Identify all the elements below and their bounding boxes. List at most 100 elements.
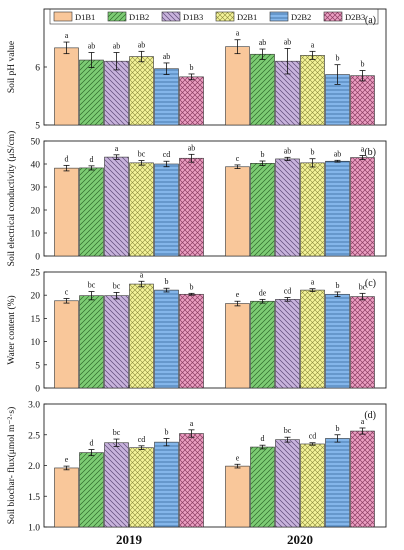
- significance-letter: a: [236, 29, 240, 38]
- y-tick-label: 2.0: [28, 462, 40, 472]
- legend-label: D1B3: [183, 12, 203, 22]
- y-tick-label: 20: [31, 207, 41, 217]
- bar-D2B1-2020: [300, 443, 325, 528]
- significance-letter: ab: [334, 149, 342, 158]
- legend-item-D2B3: D2B3: [323, 11, 365, 22]
- significance-letter: b: [165, 427, 169, 436]
- bar-D1B2-2019: [79, 167, 104, 257]
- bar-D2B1-2020: [300, 289, 325, 389]
- significance-letter: a: [115, 144, 119, 153]
- legend-item-D2B2: D2B2: [269, 11, 311, 22]
- y-axis-label: Water content (%): [6, 295, 17, 364]
- bar-D2B2-2019: [154, 441, 179, 528]
- significance-letter: cd: [138, 435, 146, 444]
- significance-letter: b: [165, 277, 169, 286]
- bar-D1B1-2020: [225, 46, 250, 126]
- bar-D1B2-2019: [79, 452, 104, 528]
- significance-letter: bc: [113, 281, 121, 290]
- panel-label: (d): [364, 410, 376, 421]
- bar-D2B3-2020: [350, 157, 375, 257]
- y-axis-label: Soil electrical conductivity (μS/cm): [6, 131, 17, 267]
- significance-letter: ab: [88, 42, 96, 51]
- y-tick-label: 50: [31, 138, 41, 148]
- significance-letter: ab: [188, 143, 196, 152]
- y-tick-label: 15: [31, 315, 41, 325]
- y-tick-label: 5: [35, 361, 40, 371]
- y-tick-label: 40: [31, 161, 41, 171]
- bar-D2B1-2020: [300, 162, 325, 257]
- panel-label: (a): [365, 15, 376, 26]
- bar-D2B2-2020: [325, 160, 350, 257]
- significance-letter: bc: [113, 428, 121, 437]
- legend-swatch: [161, 11, 181, 22]
- significance-letter: e: [236, 453, 240, 462]
- significance-letter: d: [261, 434, 265, 443]
- bar-D2B1-2019: [129, 162, 154, 257]
- y-tick-label: 20: [31, 292, 41, 302]
- significance-letter: e: [65, 455, 69, 464]
- bar-D2B2-2019: [154, 163, 179, 257]
- panel-b: 0 10 20 30 40 50 Soil electrical conductivity …: [6, 131, 387, 267]
- significance-letter: ab: [113, 42, 121, 51]
- bar-D1B3-2019: [104, 295, 129, 389]
- y-tick-label: 5: [35, 122, 40, 132]
- panel-label: (c): [365, 278, 376, 289]
- bar-D1B3-2019: [104, 156, 129, 257]
- significance-letter: de: [259, 288, 267, 297]
- significance-letter: cd: [163, 150, 171, 159]
- significance-letter: a: [311, 278, 315, 287]
- bar-D1B3-2020: [275, 299, 300, 389]
- plot-frame: [43, 271, 387, 389]
- y-tick-label: 10: [31, 230, 41, 240]
- legend-swatch: [107, 11, 127, 22]
- panel-d: 1.0 1.5 2.0 2.5 3.0 Soil biochar- flux(μmol m…: [6, 401, 387, 534]
- bar-D2B2-2020: [325, 293, 350, 389]
- significance-letter: cd: [309, 432, 317, 441]
- plot-frame: [43, 140, 387, 257]
- bar-D1B2-2019: [79, 295, 104, 389]
- significance-letter: d: [65, 154, 69, 163]
- bar-D2B3-2019: [179, 293, 204, 389]
- significance-letter: b: [336, 424, 340, 433]
- bar-D2B1-2019: [129, 283, 154, 389]
- significance-letter: ab: [259, 38, 267, 47]
- significance-letter: a: [361, 144, 365, 153]
- legend-swatch: [269, 11, 289, 22]
- significance-letter: d: [90, 155, 94, 164]
- bar-D1B1-2020: [225, 303, 250, 389]
- y-tick-label: 25: [31, 269, 41, 279]
- bar-D2B3-2020: [350, 296, 375, 389]
- significance-letter: e: [236, 290, 240, 299]
- legend-label: D2B2: [291, 12, 311, 22]
- bar-D1B3-2019: [104, 442, 129, 528]
- bar-D2B3-2019: [179, 157, 204, 257]
- bar-D2B1-2020: [300, 55, 325, 126]
- significance-letter: b: [311, 148, 315, 157]
- bar-D1B1-2019: [54, 467, 79, 528]
- significance-letter: b: [190, 63, 194, 72]
- legend-item-D1B2: D1B2: [107, 11, 149, 22]
- bar-D2B1-2019: [129, 56, 154, 126]
- significance-letter: b: [336, 54, 340, 63]
- significance-letter: a: [190, 419, 194, 428]
- significance-letter: cd: [284, 287, 292, 296]
- bar-D2B1-2019: [129, 447, 154, 528]
- significance-letter: ab: [163, 52, 171, 61]
- legend-swatch: [53, 11, 73, 22]
- bar-D1B2-2019: [79, 59, 104, 126]
- bar-D1B2-2020: [250, 53, 275, 126]
- y-tick-label: 0: [35, 253, 40, 263]
- significance-letter: c: [65, 287, 69, 296]
- significance-letter: bc: [284, 426, 292, 435]
- legend-label: D1B1: [75, 12, 95, 22]
- bar-D2B3-2019: [179, 433, 204, 528]
- bar-D1B1-2020: [225, 465, 250, 528]
- legend-item-D2B1: D2B1: [215, 11, 257, 22]
- bar-D2B2-2019: [154, 68, 179, 126]
- y-tick-label: 6: [35, 64, 40, 74]
- legend-frame: [49, 8, 379, 25]
- legend-swatch: [215, 11, 235, 22]
- significance-letter: a: [140, 270, 144, 279]
- legend-item-D1B3: D1B3: [161, 11, 203, 22]
